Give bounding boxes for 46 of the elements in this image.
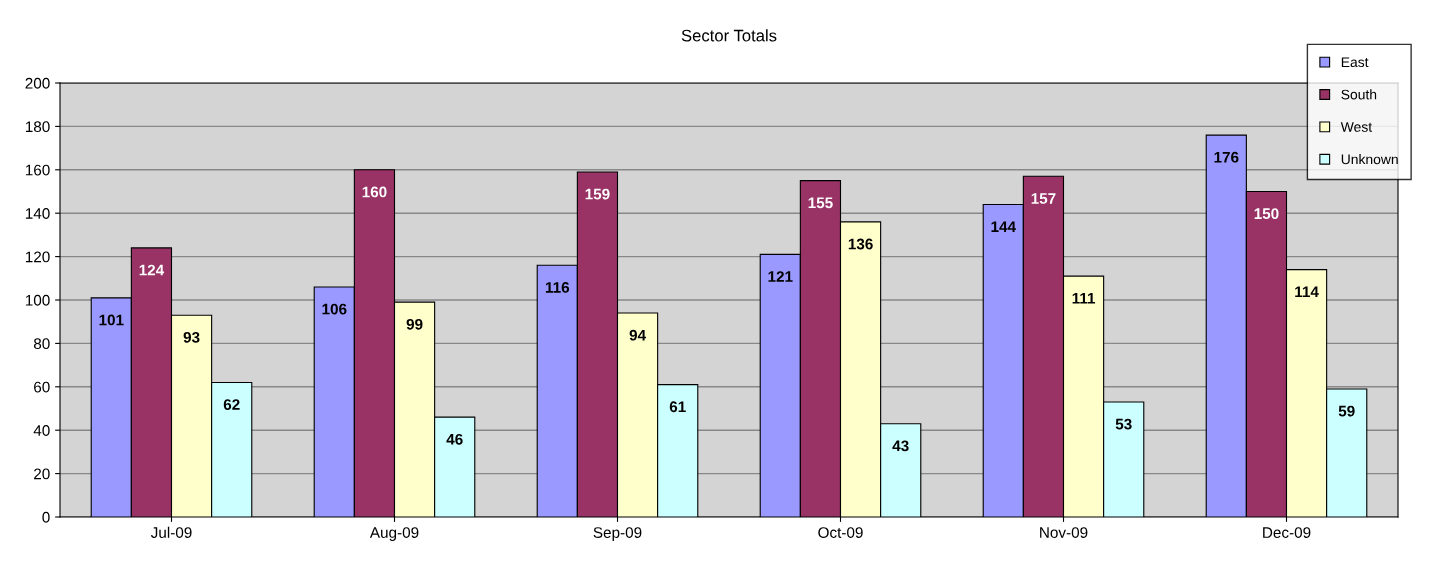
legend-label: South <box>1341 89 1377 100</box>
x-tick-label: Jul-09 <box>150 526 192 538</box>
data-label: 155 <box>808 197 833 209</box>
data-label: 53 <box>1115 418 1132 430</box>
data-label: 99 <box>406 318 423 330</box>
data-label: 111 <box>1072 293 1096 304</box>
data-label: 59 <box>1338 405 1355 417</box>
data-label: 160 <box>362 186 387 198</box>
y-tick-label: 140 <box>25 208 50 219</box>
y-tick-label: 100 <box>25 294 50 306</box>
data-label: 144 <box>991 221 1016 232</box>
y-tick-label: 60 <box>34 381 50 393</box>
x-tick-label: Nov-09 <box>1040 527 1088 538</box>
y-tick-label: 180 <box>25 121 50 133</box>
data-label: 94 <box>629 329 646 341</box>
chart-title: Sector Totals <box>681 29 777 42</box>
y-tick-label: 20 <box>34 468 50 480</box>
data-label: 62 <box>223 399 240 410</box>
y-tick-label: 40 <box>33 425 50 436</box>
data-label: 101 <box>99 314 124 326</box>
x-tick-label: Oct-09 <box>818 527 863 538</box>
data-label: 150 <box>1254 208 1279 220</box>
y-tick-label: 80 <box>33 338 50 350</box>
data-label: 136 <box>848 238 873 250</box>
data-label: 157 <box>1031 193 1056 204</box>
data-label: 159 <box>585 188 610 200</box>
x-tick-label: Aug-09 <box>369 527 419 541</box>
data-label: 116 <box>545 282 570 293</box>
y-tick-label: 120 <box>25 251 50 263</box>
data-label: 93 <box>183 331 200 343</box>
data-label: 124 <box>139 264 165 276</box>
legend-label: East <box>1341 57 1369 68</box>
data-label: 121 <box>768 271 793 282</box>
x-tick-label: Sep-09 <box>593 527 642 541</box>
y-tick-label: 200 <box>25 77 50 89</box>
legend-label: Unknown <box>1341 154 1398 165</box>
data-label: 114 <box>1295 286 1319 298</box>
data-label: 176 <box>1214 151 1239 163</box>
legend-label: West <box>1340 122 1373 132</box>
data-label: 61 <box>669 401 686 413</box>
y-tick-label: 160 <box>25 164 50 176</box>
data-label: 46 <box>446 433 463 445</box>
y-tick-label: 0 <box>42 511 50 523</box>
x-tick-label: Dec-09 <box>1263 527 1311 538</box>
data-label: 106 <box>322 303 347 315</box>
data-label: 43 <box>892 440 909 452</box>
